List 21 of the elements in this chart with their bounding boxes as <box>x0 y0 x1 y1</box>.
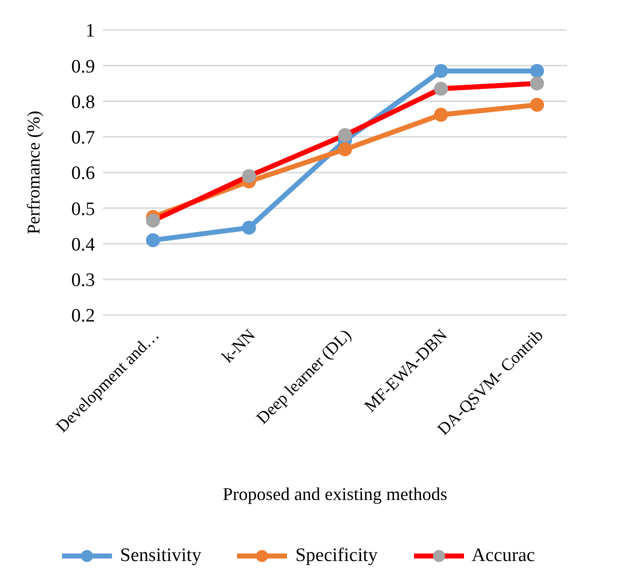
y-tick-label: 0.3 <box>71 270 95 292</box>
y-tick-label: 0.9 <box>71 56 95 78</box>
y-axis-title: Perfromance (%) <box>23 110 44 234</box>
legend-label: Specificity <box>295 545 378 567</box>
legend-label: Sensitivity <box>120 545 202 567</box>
legend-label: Accurac <box>472 545 535 567</box>
point <box>434 108 448 122</box>
point <box>338 142 352 156</box>
point <box>242 220 256 235</box>
y-tick-label: 0.7 <box>71 128 95 149</box>
y-tick-label: 0.2 <box>71 306 95 327</box>
y-tick-label: 0.6 <box>71 163 95 184</box>
y-tick-label: 1 <box>86 20 95 42</box>
y-tick-label: 0.4 <box>71 234 96 256</box>
point <box>434 64 448 78</box>
point <box>530 64 544 78</box>
y-tick-label: 0.5 <box>71 198 95 220</box>
x-axis-title: Proposed and existing methods <box>222 484 448 504</box>
y-tick-label: 0.8 <box>71 92 95 113</box>
point <box>146 233 160 248</box>
point <box>530 98 544 112</box>
